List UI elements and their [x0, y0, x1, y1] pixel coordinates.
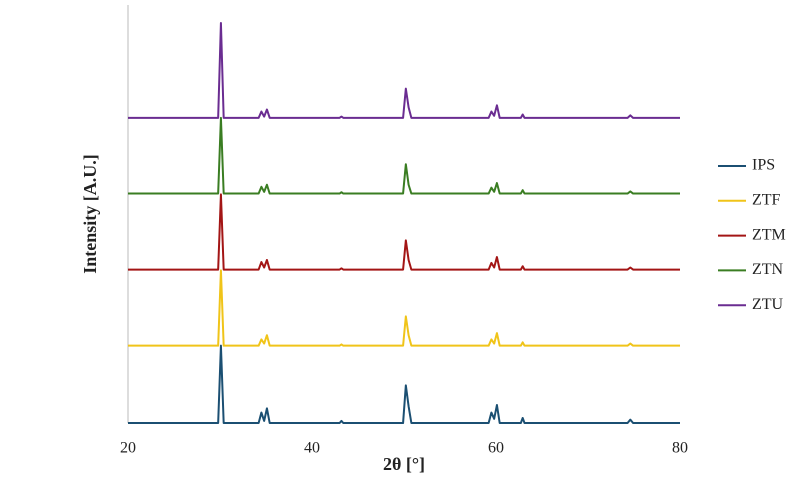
- series-line: [128, 116, 680, 195]
- series-line: [128, 269, 680, 347]
- series-line: [128, 193, 680, 271]
- y-axis-title: Intensity [A.U.]: [80, 154, 100, 274]
- x-tick-label: 40: [304, 440, 320, 457]
- legend-label: ZTU: [752, 296, 784, 313]
- series-line: [128, 21, 680, 119]
- legend-label: ZTN: [752, 261, 784, 278]
- x-axis-title: 2θ [°]: [383, 454, 425, 474]
- series-line: [128, 344, 680, 424]
- x-tick-label: 80: [672, 440, 688, 457]
- x-tick-label: 20: [120, 440, 136, 457]
- legend-label: ZTM: [752, 226, 786, 243]
- legend-label: IPS: [752, 157, 775, 174]
- legend-label: ZTF: [752, 191, 781, 208]
- x-tick-label: 60: [488, 440, 504, 457]
